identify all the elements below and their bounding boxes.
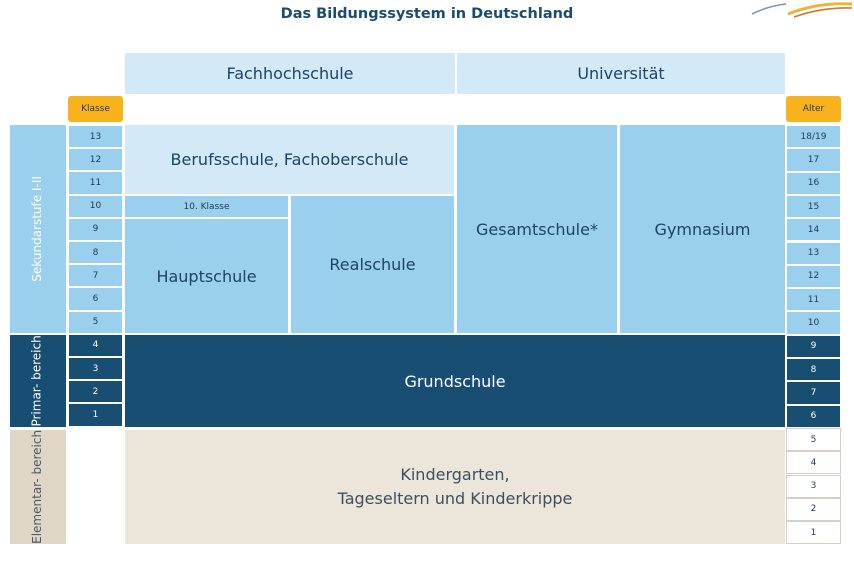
age-cell: 5 — [786, 427, 841, 452]
klasse-label: Klasse — [68, 96, 123, 122]
stage-sekundarstufe: Sekundarstufe I-II — [10, 125, 66, 333]
grade-cell: 5 — [68, 310, 123, 334]
gymnasium-block: Gymnasium — [620, 125, 785, 333]
age-cell: 10 — [786, 311, 841, 335]
hauptschule-block: Hauptschule — [125, 219, 288, 333]
grade-cell: 2 — [68, 380, 123, 404]
age-cell: 16 — [786, 171, 841, 195]
age-cell: 4 — [786, 451, 841, 475]
grade-cell: 3 — [68, 357, 123, 381]
grade-cell: 6 — [68, 287, 123, 311]
grade-cell: 9 — [68, 217, 123, 241]
gesamtschule-block: Gesamtschule* — [457, 125, 617, 333]
age-cell: 18/19 — [786, 125, 841, 149]
age-cell: 2 — [786, 497, 841, 522]
grade-cell: 11 — [68, 171, 123, 195]
grade-cell: 1 — [68, 403, 123, 427]
age-cell: 14 — [786, 218, 841, 242]
grade-cell: 7 — [68, 264, 123, 288]
grade-cell: 12 — [68, 148, 123, 172]
age-cell: 13 — [786, 241, 841, 265]
universitaet-block: Universität — [457, 53, 785, 94]
kindergarten-block: Kindergarten, Tageseltern und Kinderkrip… — [125, 430, 785, 544]
age-cell: 3 — [786, 474, 841, 498]
age-cell: 17 — [786, 148, 841, 172]
grade-cell: 13 — [68, 125, 123, 149]
age-cell: 6 — [786, 404, 841, 428]
realschule-block: Realschule — [291, 196, 454, 333]
age-cell: 11 — [786, 288, 841, 312]
stage-primarbereich: Primar- bereich — [10, 335, 66, 427]
stage-elementarbereich-label: Elementar- bereich — [30, 430, 45, 544]
age-cell: 15 — [786, 194, 841, 219]
age-cell: 1 — [786, 521, 841, 545]
age-cell: 7 — [786, 381, 841, 405]
logo-swoosh-icon — [751, 2, 853, 18]
age-cell: 12 — [786, 264, 841, 289]
age-cell: 9 — [786, 334, 841, 358]
zehnte-klasse-block: 10. Klasse — [125, 196, 288, 217]
grundschule-block: Grundschule — [125, 335, 785, 427]
grade-cell: 8 — [68, 241, 123, 265]
grade-cell: 10 — [68, 194, 123, 218]
age-cell: 8 — [786, 358, 841, 382]
berufsschule-block: Berufsschule, Fachoberschule — [125, 125, 454, 194]
grade-cell: 4 — [68, 333, 123, 357]
fachhochschule-block: Fachhochschule — [125, 53, 455, 94]
page-title: Das Bildungssystem in Deutschland — [280, 6, 574, 22]
alter-label: Alter — [786, 96, 841, 122]
stage-primarbereich-label: Primar- bereich — [30, 335, 45, 427]
stage-elementarbereich: Elementar- bereich — [10, 430, 66, 544]
stage-sekundarstufe-label: Sekundarstufe I-II — [30, 176, 45, 282]
